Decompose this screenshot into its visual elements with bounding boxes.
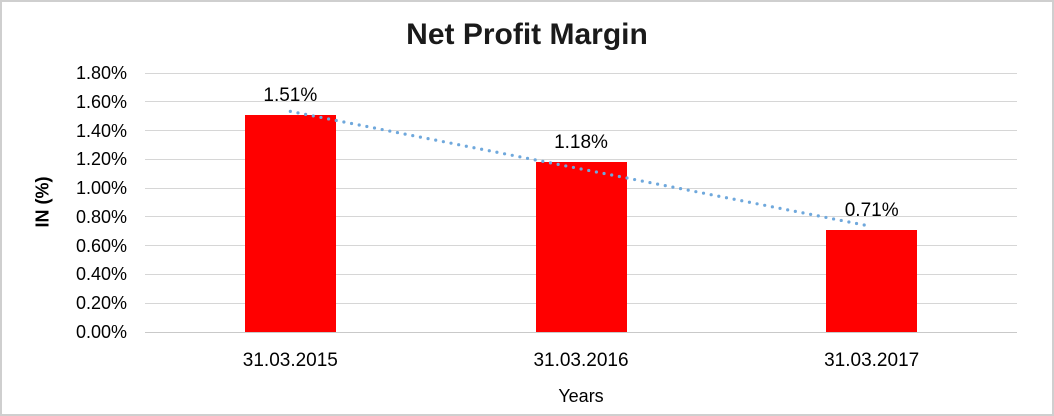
gridline [145, 72, 1017, 74]
data-label: 1.18% [554, 132, 608, 154]
y-tick-label: 1.40% [75, 120, 127, 141]
x-tick-label: 31.03.2016 [533, 350, 629, 371]
x-tick-label: 31.03.2015 [242, 350, 338, 371]
bar-31.03.2017 [826, 229, 918, 332]
y-tick-label: 0.00% [75, 322, 127, 342]
data-label: 0.71% [844, 199, 899, 221]
gridline [145, 101, 1017, 103]
chart-title: Net Profit Margin [406, 18, 648, 51]
y-tick-label: 1.00% [75, 178, 127, 199]
plot-area: 1.51% 1.18% 0.71% [145, 72, 1017, 333]
x-tick-label: 31.03.2017 [824, 350, 920, 371]
bar-31.03.2016 [535, 162, 627, 332]
y-tick-label: 0.60% [75, 235, 127, 256]
y-tick-label: 1.80% [75, 63, 127, 83]
x-axis-title: Years [558, 386, 604, 406]
y-tick-label: 0.20% [75, 293, 127, 314]
y-tick-label: 0.80% [75, 206, 127, 227]
data-label: 1.51% [263, 84, 318, 106]
y-tick-label: 1.60% [75, 91, 127, 112]
x-axis-line [145, 331, 1017, 333]
y-tick-label: 1.20% [75, 149, 127, 170]
y-tick-label: 0.40% [75, 264, 127, 285]
bar-31.03.2015 [244, 114, 336, 332]
